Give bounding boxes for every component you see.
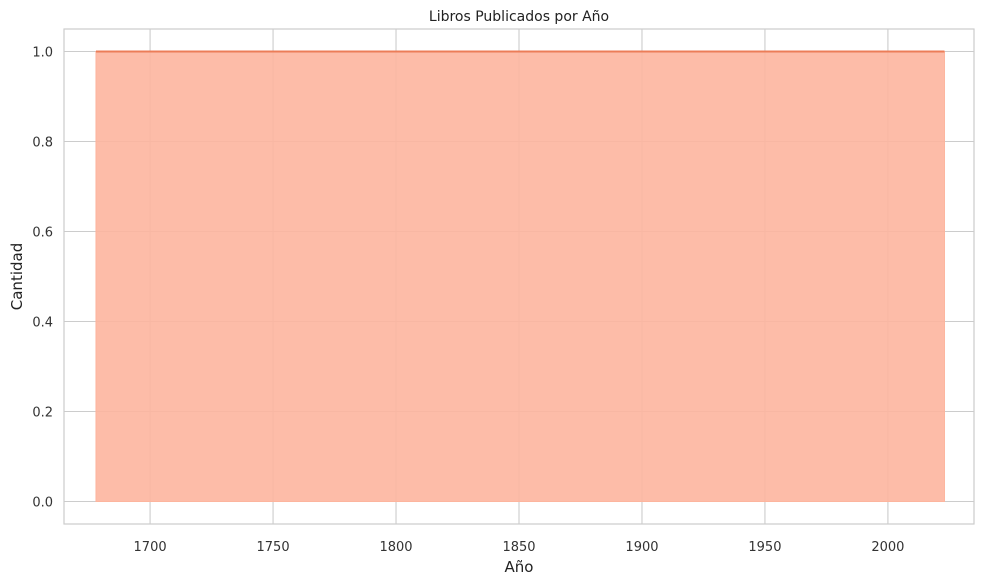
x-tick-label: 1800 — [379, 540, 412, 555]
area-fill — [95, 51, 945, 502]
x-axis-title: Año — [505, 558, 534, 576]
plot-frame — [63, 28, 975, 525]
chart-title: Libros Publicados por Año — [429, 9, 609, 25]
x-tick-label: 1700 — [134, 540, 167, 555]
x-tick-label: 1750 — [257, 540, 290, 555]
y-axis-ticks: 0.0 0.2 0.4 0.6 0.8 1.0 — [32, 46, 53, 511]
x-tick-label: 1850 — [502, 540, 535, 555]
y-tick-label: 0.6 — [32, 226, 53, 241]
x-tick-label: 1950 — [748, 540, 781, 555]
y-tick-label: 0.4 — [32, 316, 53, 331]
x-axis-ticks: 1700 1750 1800 1850 1900 1950 2000 — [134, 540, 905, 555]
y-tick-label: 0.8 — [32, 136, 53, 151]
y-tick-label: 0.0 — [32, 496, 53, 511]
x-tick-label: 1900 — [625, 540, 658, 555]
y-tick-label: 1.0 — [32, 46, 53, 61]
x-tick-label: 2000 — [871, 540, 904, 555]
y-axis-title: Cantidad — [8, 243, 26, 310]
y-tick-label: 0.2 — [32, 406, 53, 421]
area-series — [95, 50, 945, 502]
